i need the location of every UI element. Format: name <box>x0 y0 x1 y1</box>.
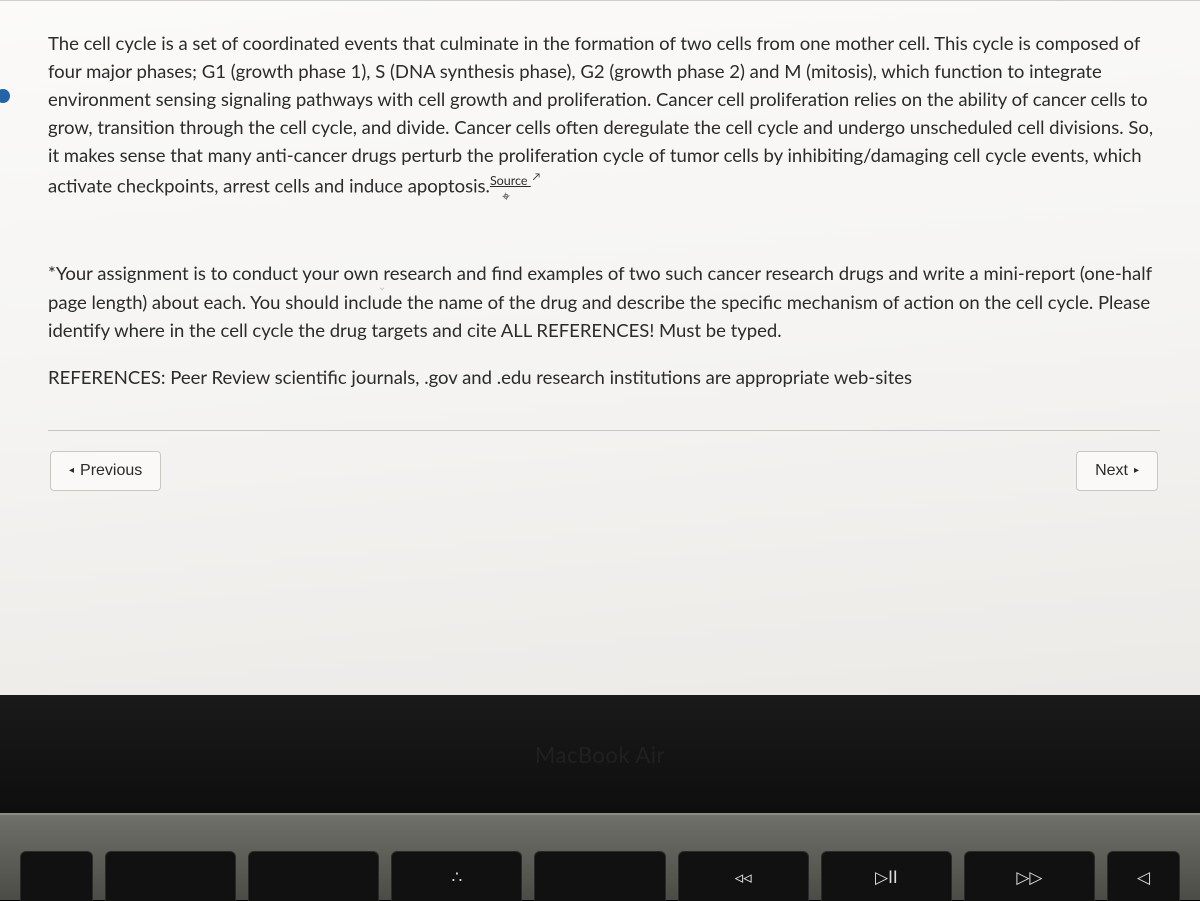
source-link[interactable]: Source ↗ <box>490 173 540 188</box>
spacer <box>48 207 1160 259</box>
intro-text: The cell cycle is a set of coordinated e… <box>48 32 1153 196</box>
fn-key-esc[interactable] <box>20 851 93 901</box>
intro-paragraph: The cell cycle is a set of coordinated e… <box>48 29 1160 199</box>
chevron-left-icon: ◂ <box>69 465 74 476</box>
fn-key-f4[interactable] <box>534 851 665 901</box>
assignment-instructions: *Your assignment is to conduct your own … <box>48 259 1160 345</box>
previous-button[interactable]: ◂ Previous <box>50 451 161 491</box>
fn-key-f3[interactable]: ∴ <box>391 851 522 901</box>
fn-key-playpause[interactable]: ▷II <box>821 851 952 901</box>
fn-key-f1[interactable] <box>105 851 236 901</box>
function-key-row: ∴ ◃◃ ▷II ▷▷ ◁ <box>0 851 1200 901</box>
caret-mark-icon: ⌄ <box>378 281 386 293</box>
references-note: REFERENCES: Peer Review scientific journ… <box>48 363 1160 392</box>
fn-key-f2[interactable] <box>248 851 379 901</box>
next-button-label: Next <box>1095 462 1128 480</box>
section-divider <box>48 430 1160 431</box>
next-button[interactable]: Next ▸ <box>1076 451 1158 491</box>
chevron-right-icon: ▸ <box>1134 465 1139 476</box>
laptop-bezel: MacBook Air <box>0 695 1200 813</box>
lms-content-panel: The cell cycle is a set of coordinated e… <box>0 0 1200 695</box>
previous-button-label: Previous <box>80 462 142 480</box>
pagination-row: ◂ Previous Next ▸ <box>48 451 1160 491</box>
keyboard-deck: ∴ ◃◃ ▷II ▷▷ ◁ <box>0 813 1200 900</box>
fn-key-forward[interactable]: ▷▷ <box>964 851 1095 901</box>
assignment-content: The cell cycle is a set of coordinated e… <box>0 1 1200 511</box>
fn-key-mute[interactable]: ◁ <box>1107 851 1180 901</box>
fn-key-rewind[interactable]: ◃◃ <box>678 851 809 901</box>
external-link-icon: ↗ <box>533 170 541 185</box>
source-link-label: Source <box>490 173 528 188</box>
laptop-brand-text: MacBook Air <box>535 741 665 768</box>
